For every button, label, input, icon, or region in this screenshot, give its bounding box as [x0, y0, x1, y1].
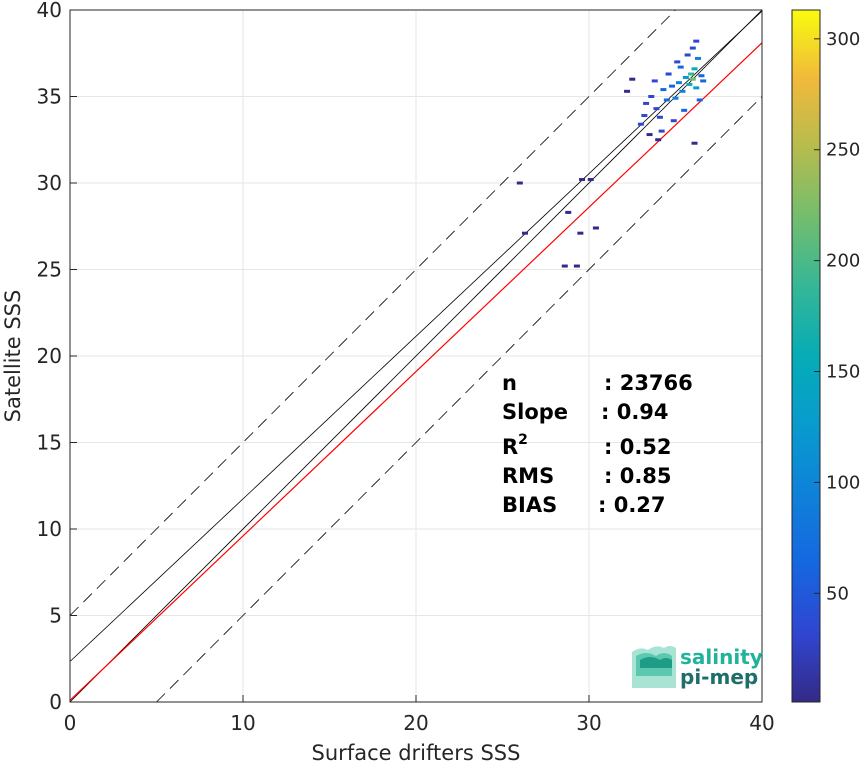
- density-cell-9: [637, 122, 644, 126]
- stat-bias-value: : 0.27: [598, 493, 666, 517]
- density-cell-0: [516, 181, 523, 185]
- density-cell-22: [688, 72, 695, 76]
- density-cell-45: [691, 141, 698, 145]
- density-cell-6: [592, 226, 599, 230]
- salinity-pi-mep-logo: salinity pi-mep: [632, 645, 763, 689]
- density-cell-24: [691, 67, 698, 71]
- line-identity-plus-5: [69, 9, 676, 616]
- line-fit: [69, 10, 763, 662]
- axis-ticks: 0 10 20 30 40 0 5 10 15 20 25 30 35 40: [37, 0, 775, 735]
- statistics-box: n : 23766 Slope : 0.94 R2 : 0.52 RMS : 0…: [502, 371, 693, 517]
- density-cell-34: [624, 89, 631, 93]
- density-cell-35: [674, 60, 681, 64]
- y-tick-label-2: 10: [37, 517, 62, 541]
- stat-r2-key: R: [502, 435, 518, 459]
- density-cell-14: [660, 88, 667, 92]
- y-tick-label-5: 25: [37, 258, 62, 282]
- stat-bias-label: BIAS: [502, 493, 557, 517]
- density-cell-33: [629, 77, 636, 81]
- logo-line2: pi-mep: [680, 665, 758, 689]
- y-tick-label-4: 20: [37, 344, 62, 368]
- density-cell-8: [587, 178, 594, 182]
- density-cell-18: [675, 81, 682, 85]
- stat-n-value: : 23766: [604, 371, 693, 395]
- line-fit-lower: [69, 42, 763, 701]
- stat-rms-value: : 0.85: [604, 464, 672, 488]
- x-tick-label-0: 0: [64, 711, 77, 735]
- line-identity: [69, 9, 763, 703]
- colorbar: [791, 9, 821, 703]
- density-cell-4: [565, 210, 572, 214]
- reference-lines: [69, 9, 763, 703]
- density-cell-40: [665, 72, 672, 76]
- density-cell-28: [696, 98, 703, 102]
- density-cell-19: [679, 89, 686, 93]
- colorbar-tick-label-5: 300: [826, 29, 860, 50]
- density-cell-7: [579, 178, 586, 182]
- y-tick-label-3: 15: [37, 431, 62, 455]
- y-tick-label-6: 30: [37, 171, 62, 195]
- density-cell-30: [670, 119, 677, 123]
- stat-r2-label: R2: [502, 432, 528, 459]
- x-tick-label-2: 20: [403, 711, 428, 735]
- density-cell-13: [656, 115, 663, 119]
- x-axis-label: Surface drifters SSS: [312, 741, 521, 764]
- density-points: [516, 39, 707, 268]
- stat-r2-sup: 2: [518, 432, 528, 448]
- density-cell-3: [573, 264, 580, 268]
- density-cell-15: [663, 98, 670, 102]
- y-tick-label-7: 35: [37, 85, 62, 109]
- density-cell-29: [681, 108, 688, 112]
- density-cell-43: [641, 114, 648, 118]
- density-cell-32: [646, 133, 653, 137]
- x-tick-label-1: 10: [230, 711, 255, 735]
- stat-rms-label: RMS: [502, 464, 554, 488]
- density-cell-12: [653, 107, 660, 111]
- density-cell-2: [561, 264, 568, 268]
- colorbar-tick-label-2: 150: [826, 362, 860, 383]
- stat-r2-value: : 0.52: [604, 435, 672, 459]
- y-tick-label-1: 5: [49, 604, 62, 628]
- logo-line1: salinity: [680, 645, 763, 669]
- colorbar-tick-label-4: 250: [826, 140, 860, 161]
- y-axis-label: Satellite SSS: [1, 290, 25, 423]
- density-cell-44: [693, 39, 700, 43]
- colorbar-ticks: 50 100 150 200 250 300: [814, 29, 860, 604]
- density-cell-39: [651, 79, 658, 83]
- density-cell-41: [677, 65, 684, 69]
- density-cell-37: [698, 74, 705, 78]
- density-cell-23: [689, 77, 696, 81]
- density-cell-27: [689, 46, 696, 50]
- stat-slope-value: : 0.94: [601, 400, 669, 424]
- x-tick-label-4: 40: [749, 711, 774, 735]
- density-cell-20: [682, 75, 689, 79]
- density-cell-21: [686, 82, 693, 86]
- y-tick-label-0: 0: [49, 690, 62, 714]
- density-cell-10: [643, 101, 650, 105]
- density-cell-1: [521, 231, 528, 235]
- logo-wave-icon: [632, 646, 676, 688]
- density-cell-38: [700, 79, 707, 83]
- density-cell-17: [672, 96, 679, 100]
- colorbar-tick-label-3: 200: [826, 251, 860, 272]
- density-cell-36: [684, 53, 691, 57]
- y-tick-label-8: 40: [37, 0, 62, 22]
- stat-n-label: n: [502, 371, 517, 395]
- density-cell-42: [655, 138, 662, 142]
- density-cell-11: [648, 95, 655, 98]
- colorbar-tick-label-0: 50: [826, 583, 849, 604]
- density-cell-16: [669, 84, 676, 88]
- line-identity-minus-5: [156, 96, 763, 703]
- density-cell-25: [693, 86, 700, 90]
- colorbar-tick-label-1: 100: [826, 472, 860, 493]
- stat-slope-label: Slope: [502, 400, 568, 424]
- x-tick-label-3: 30: [576, 711, 601, 735]
- density-cell-31: [658, 129, 665, 133]
- density-cell-5: [577, 231, 584, 235]
- density-cell-26: [694, 56, 701, 60]
